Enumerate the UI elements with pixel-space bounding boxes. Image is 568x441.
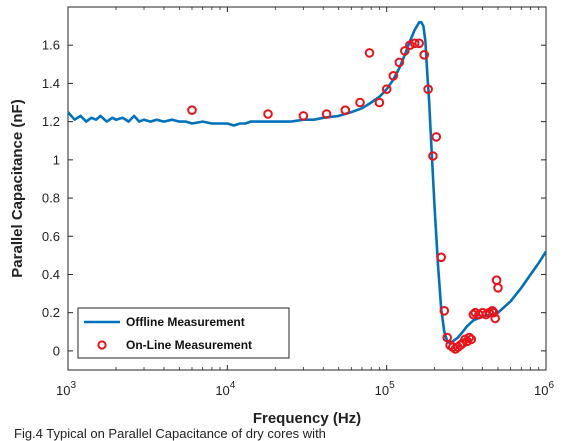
plot-content — [68, 20, 546, 354]
legend-marker-swatch — [97, 340, 107, 350]
online-measurement-point — [374, 97, 385, 108]
y-tick-label: 1.6 — [42, 38, 60, 53]
x-tick-label: 104 — [215, 380, 235, 398]
online-measurement-point — [464, 332, 475, 343]
online-measurement-point — [468, 309, 479, 320]
figure-caption: Fig.4 Typical on Parallel Capacitance of… — [14, 426, 326, 441]
x-tick-label: 103 — [56, 380, 76, 398]
online-measurement-point — [409, 38, 420, 49]
y-tick-label: 0.4 — [42, 267, 60, 282]
online-measurement-point — [490, 313, 501, 324]
legend-box — [77, 307, 290, 359]
online-measurement-point — [419, 50, 430, 60]
legend-label-offline: Offline Measurement — [126, 315, 245, 329]
online-measurement-point — [388, 71, 399, 81]
online-measurement-point — [400, 46, 410, 56]
legend: Offline Measurement On-Line Measurement — [77, 307, 290, 359]
online-measurement-point — [394, 57, 405, 68]
online-measurement-point — [263, 109, 273, 119]
online-measurement-point — [381, 84, 392, 94]
y-tick-label: 1.4 — [42, 76, 60, 91]
online-measurement-point — [405, 40, 415, 51]
online-measurement-point — [298, 111, 309, 121]
online-measurement-point — [428, 151, 438, 161]
y-tick-label: 1.2 — [42, 114, 60, 129]
online-measurement-point — [321, 109, 332, 119]
online-measurement-point — [423, 84, 433, 94]
online-measurement-point — [414, 38, 425, 49]
x-tick-label: 106 — [534, 380, 554, 398]
x-tick-label: 105 — [375, 380, 395, 398]
online-measurement-point — [489, 307, 499, 318]
legend-label-online: On-Line Measurement — [126, 338, 252, 352]
online-measurement-point — [436, 252, 447, 263]
y-tick-label: 0.8 — [42, 191, 60, 206]
online-measurement-point — [364, 48, 375, 58]
online-measurement-point — [431, 132, 442, 142]
y-tick-label: 1 — [53, 152, 60, 167]
online-measurement-point — [355, 97, 365, 108]
online-measurement-point — [187, 105, 197, 115]
online-measurement-point — [340, 105, 351, 115]
y-axis-ticks: 0 0.2 0.4 0.6 0.8 1 1.2 1.4 1.6 — [42, 38, 546, 358]
online-measurement-point — [442, 332, 453, 343]
y-tick-label: 0 — [53, 343, 60, 358]
y-axis-title: Parallel Capacitance (nF) — [9, 99, 26, 277]
online-measurement-point — [439, 306, 450, 316]
online-measurement-point — [466, 334, 477, 345]
y-tick-label: 0.6 — [42, 229, 60, 244]
offline-measurement-line — [68, 20, 546, 345]
x-axis-title: Frequency (Hz) — [253, 410, 361, 427]
y-tick-label: 0.2 — [42, 305, 60, 320]
online-measurement-point — [493, 283, 503, 293]
